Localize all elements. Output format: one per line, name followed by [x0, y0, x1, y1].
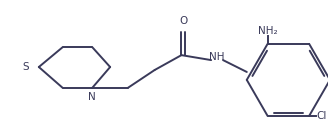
Text: Cl: Cl	[317, 111, 327, 121]
Text: NH: NH	[209, 52, 225, 62]
Text: NH₂: NH₂	[258, 26, 278, 36]
Text: N: N	[88, 92, 96, 102]
Text: O: O	[179, 16, 187, 26]
Text: S: S	[22, 62, 29, 72]
